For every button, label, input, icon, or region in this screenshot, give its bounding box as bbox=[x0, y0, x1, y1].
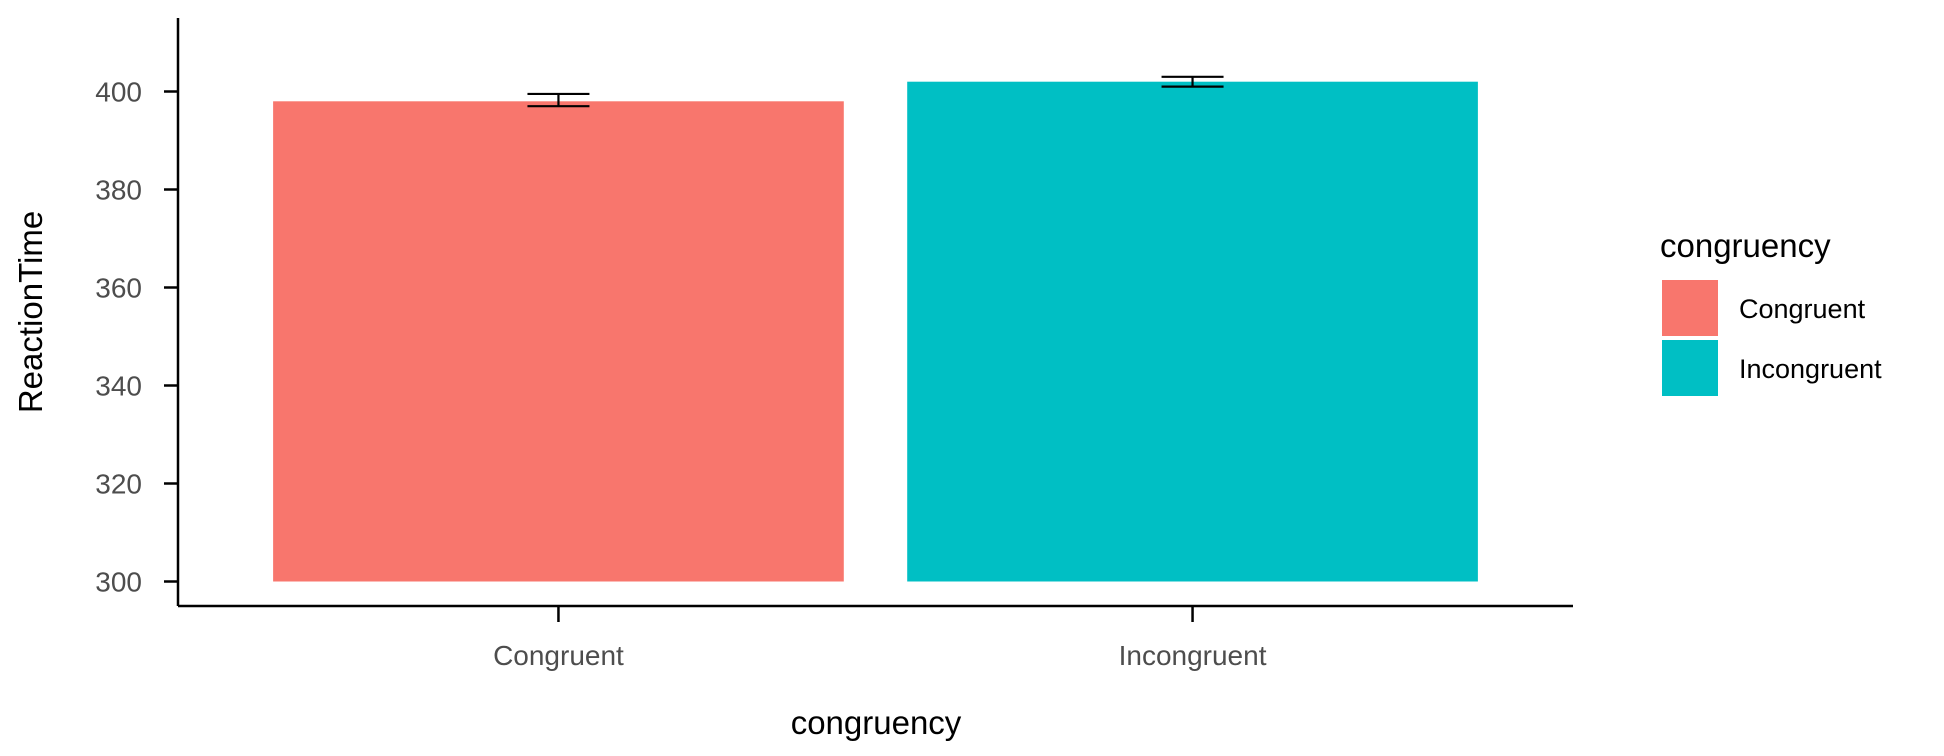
legend-items: Congruent Incongruent bbox=[1662, 280, 1882, 396]
legend-label-congruent: Congruent bbox=[1739, 294, 1866, 324]
y-axis-title: ReactionTime bbox=[12, 211, 49, 413]
x-tick-label: Incongruent bbox=[1119, 640, 1267, 671]
legend-label-incongruent: Incongruent bbox=[1739, 354, 1882, 384]
legend-title: congruency bbox=[1660, 227, 1831, 264]
y-tick-label: 360 bbox=[95, 273, 142, 304]
bars-layer bbox=[273, 81, 1478, 582]
legend-key-congruent bbox=[1662, 280, 1718, 336]
y-ticks: 300 320 340 360 380 400 bbox=[95, 77, 178, 598]
y-axis: 300 320 340 360 380 400 bbox=[95, 18, 180, 606]
x-axis-title: congruency bbox=[791, 704, 962, 741]
y-tick-label: 400 bbox=[95, 77, 142, 108]
bar-incongruent bbox=[907, 81, 1478, 582]
y-tick-label: 300 bbox=[95, 567, 142, 598]
y-tick-label: 380 bbox=[95, 175, 142, 206]
x-tick-label: Congruent bbox=[493, 640, 624, 671]
legend: congruency Congruent Incongruent bbox=[1660, 227, 1882, 396]
x-axis: Congruent Incongruent bbox=[178, 604, 1573, 671]
x-ticks: Congruent Incongruent bbox=[493, 606, 1267, 671]
y-tick-label: 320 bbox=[95, 469, 142, 500]
legend-key-incongruent bbox=[1662, 340, 1718, 396]
y-tick-label: 340 bbox=[95, 371, 142, 402]
error-bars-layer bbox=[527, 75, 1224, 108]
bar-congruent bbox=[273, 101, 844, 582]
